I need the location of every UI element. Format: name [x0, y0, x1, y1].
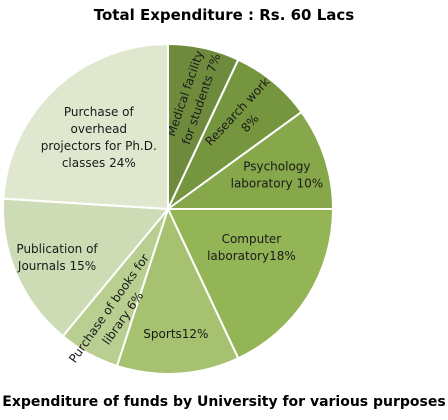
slice-label: Publication of Journals 15% [16, 242, 98, 273]
chart-title: Total Expenditure : Rs. 60 Lacs [93, 6, 355, 24]
slice-label: Computer laboratory18% [207, 232, 296, 263]
pie-slice [164, 110, 335, 210]
slice-label: Sports12% [143, 327, 208, 341]
pie-slice [2, 197, 171, 338]
pie-slice [115, 206, 240, 375]
chart-caption: Expenditure of funds by University for v… [2, 394, 446, 410]
pie-slice [2, 42, 169, 211]
slice-label: Psychology laboratory 10% [231, 159, 324, 190]
slice-label: Purchase of overhead projectors for Ph.D. c… [41, 105, 157, 170]
pie-slice [166, 208, 335, 360]
